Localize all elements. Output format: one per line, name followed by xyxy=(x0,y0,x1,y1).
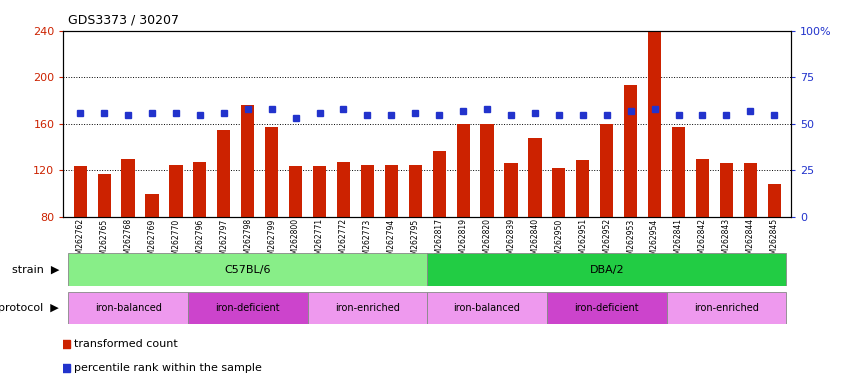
Text: percentile rank within the sample: percentile rank within the sample xyxy=(74,363,262,373)
Text: strain  ▶: strain ▶ xyxy=(12,265,59,275)
Bar xyxy=(767,184,781,217)
Bar xyxy=(241,105,255,217)
Text: iron-balanced: iron-balanced xyxy=(453,303,520,313)
Bar xyxy=(193,162,206,217)
Bar xyxy=(217,130,230,217)
Bar xyxy=(432,151,446,217)
Bar xyxy=(744,164,757,217)
Bar xyxy=(337,162,350,217)
Text: protocol  ▶: protocol ▶ xyxy=(0,303,59,313)
Bar xyxy=(385,165,398,217)
Bar xyxy=(529,138,541,217)
Text: iron-deficient: iron-deficient xyxy=(574,303,639,313)
Bar xyxy=(720,164,733,217)
Bar xyxy=(457,124,470,217)
Text: DBA/2: DBA/2 xyxy=(590,265,624,275)
Text: iron-enriched: iron-enriched xyxy=(694,303,759,313)
Bar xyxy=(504,164,518,217)
Text: C57BL/6: C57BL/6 xyxy=(224,265,271,275)
Bar xyxy=(122,159,135,217)
Bar xyxy=(576,160,590,217)
Bar xyxy=(169,165,183,217)
Bar xyxy=(69,253,427,286)
Bar xyxy=(547,292,667,324)
Bar xyxy=(289,166,302,217)
Text: transformed count: transformed count xyxy=(74,339,179,349)
Text: GDS3373 / 30207: GDS3373 / 30207 xyxy=(68,14,179,27)
Bar xyxy=(648,31,662,217)
Bar xyxy=(481,124,494,217)
Bar xyxy=(69,292,188,324)
Bar xyxy=(97,174,111,217)
Bar xyxy=(667,292,786,324)
Bar xyxy=(409,165,422,217)
Bar xyxy=(146,194,158,217)
Bar xyxy=(624,85,637,217)
Bar xyxy=(600,124,613,217)
Text: iron-balanced: iron-balanced xyxy=(95,303,162,313)
Bar xyxy=(696,159,709,217)
Bar xyxy=(552,168,565,217)
Bar xyxy=(672,127,685,217)
Text: iron-enriched: iron-enriched xyxy=(335,303,400,313)
Bar xyxy=(313,166,326,217)
Bar xyxy=(427,292,547,324)
Bar xyxy=(188,292,308,324)
Bar xyxy=(74,166,87,217)
Bar xyxy=(427,253,786,286)
Text: iron-deficient: iron-deficient xyxy=(216,303,280,313)
Bar xyxy=(265,127,278,217)
Bar xyxy=(360,165,374,217)
Bar xyxy=(308,292,427,324)
